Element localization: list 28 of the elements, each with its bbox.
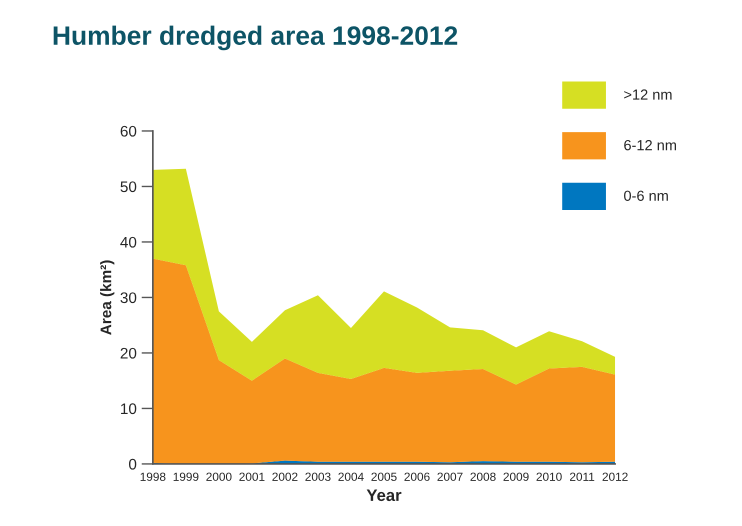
- y-tick-label: 0: [128, 458, 136, 470]
- x-tick-label: 2010: [536, 472, 562, 481]
- x-tick-label: 2003: [305, 472, 331, 481]
- x-tick-label: 2000: [206, 472, 232, 481]
- y-tick-label: 40: [120, 236, 136, 248]
- legend-label: 0-6 nm: [624, 190, 668, 201]
- x-tick-label: 2012: [602, 472, 628, 481]
- y-tick-label: 60: [120, 126, 136, 137]
- y-tick-label: 10: [121, 403, 136, 414]
- x-tick-label: 1998: [140, 472, 166, 481]
- x-tick-label: 2001: [239, 472, 264, 481]
- x-tick-label: 2011: [570, 472, 594, 481]
- y-tick-label: 50: [120, 181, 136, 192]
- x-tick-label: 2006: [404, 472, 430, 481]
- legend-label: 6-12 nm: [624, 140, 676, 150]
- y-axis-title: Area (km²): [100, 260, 114, 335]
- x-tick-label: 2002: [272, 472, 298, 481]
- x-tick-label: 2007: [437, 472, 463, 481]
- y-tick-label: 30: [120, 292, 136, 304]
- x-axis-title: Year: [366, 489, 402, 502]
- x-tick-label: 2008: [470, 472, 496, 481]
- x-tick-label: 2005: [371, 472, 397, 481]
- x-tick-label: 1999: [174, 472, 198, 481]
- x-tick-label: 2004: [338, 472, 364, 481]
- x-tick-label: 2009: [504, 472, 529, 481]
- legend-label: >12 nm: [624, 89, 672, 100]
- chart-title: Humber dredged area 1998-2012: [54, 26, 458, 50]
- y-tick-label: 20: [120, 348, 136, 359]
